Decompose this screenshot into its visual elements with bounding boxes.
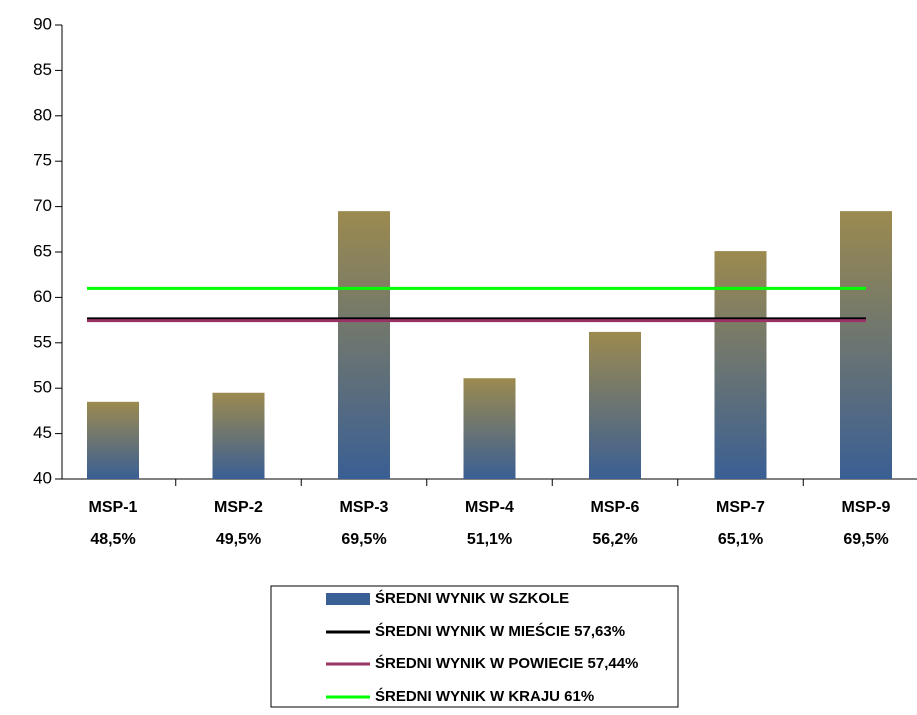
y-tick-label: 50 (33, 378, 52, 397)
value-label: 51,1% (467, 531, 512, 548)
bar (463, 378, 516, 479)
y-tick-label: 65 (33, 241, 52, 260)
value-label: 49,5% (216, 531, 261, 548)
x-tick-label: MSP-4 (465, 499, 514, 516)
x-tick-label: MSP-6 (591, 499, 640, 516)
legend-label: ŚREDNI WYNIK W KRAJU 61% (375, 687, 594, 705)
bar (714, 251, 767, 479)
y-tick-label: 60 (33, 287, 52, 306)
x-tick-label: MSP-7 (716, 499, 765, 516)
value-label: 65,1% (718, 531, 763, 548)
y-tick-label: 85 (33, 60, 52, 79)
x-tick-label: MSP-9 (842, 499, 891, 516)
x-tick-label: MSP-2 (214, 499, 263, 516)
bar (840, 211, 892, 479)
y-tick-label: 55 (33, 332, 52, 351)
bar (338, 211, 390, 479)
bar (212, 392, 265, 479)
y-tick-label: 80 (33, 105, 52, 124)
y-tick-label: 45 (33, 423, 52, 442)
y-tick-label: 40 (33, 468, 52, 487)
y-tick-label: 90 (33, 14, 52, 33)
x-tick-label: MSP-3 (340, 499, 389, 516)
legend-swatch (326, 593, 370, 605)
value-label: 69,5% (843, 531, 888, 548)
legend-label: ŚREDNI WYNIK W SZKOLE (375, 589, 569, 607)
y-tick-label: 70 (33, 196, 52, 215)
value-label: 48,5% (90, 531, 135, 548)
value-label: 56,2% (592, 531, 637, 548)
legend-label: ŚREDNI WYNIK W POWIECIE 57,44% (375, 654, 638, 672)
legend-label: ŚREDNI WYNIK W MIEŚCIE 57,63% (375, 622, 625, 640)
x-tick-label: MSP-1 (89, 499, 138, 516)
value-label: 69,5% (341, 531, 386, 548)
bar (589, 331, 641, 479)
y-tick-label: 75 (33, 151, 52, 170)
bar (87, 401, 139, 479)
legend-box (270, 585, 679, 708)
